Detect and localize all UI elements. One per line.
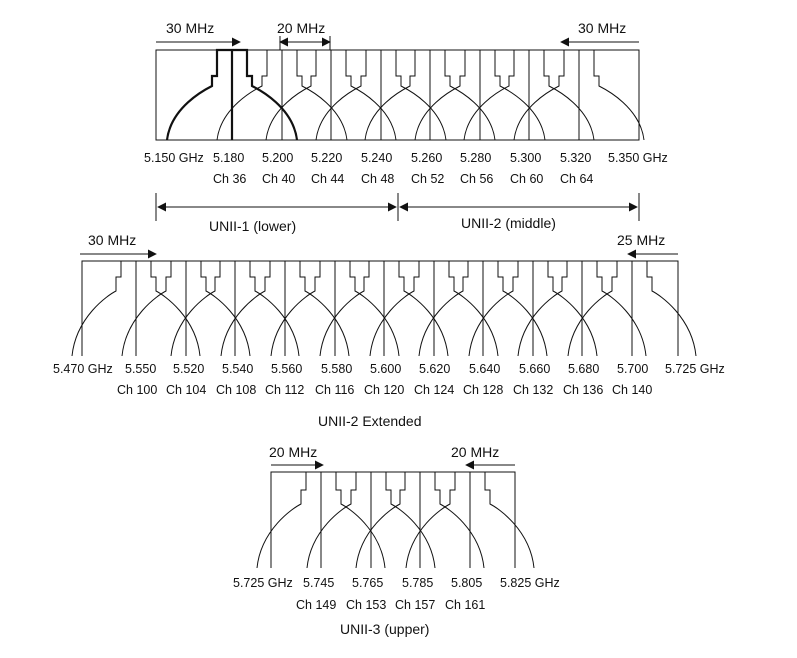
band2-guard-right-label: 25 MHz bbox=[617, 232, 665, 248]
band3-freq: 5.785 bbox=[402, 576, 433, 590]
band1-spectra bbox=[165, 48, 645, 141]
band3-title: UNII-3 (upper) bbox=[340, 621, 429, 637]
band3-freq: 5.745 bbox=[303, 576, 334, 590]
band2-freq: 5.620 bbox=[419, 362, 450, 376]
band3-bracket bbox=[270, 471, 516, 568]
band1-freq: 5.320 bbox=[560, 151, 591, 165]
band2-channel: Ch 104 bbox=[166, 383, 206, 397]
band1-freq: 5.280 bbox=[460, 151, 491, 165]
band-unii-1-2: 30 MHz 20 MHz 30 MHz 5.150 GHz 5.180 5.2… bbox=[144, 20, 668, 234]
band2-channel: Ch 112 bbox=[265, 383, 304, 397]
band2-channel: Ch 120 bbox=[364, 383, 404, 397]
band1-guard-right-label: 30 MHz bbox=[578, 20, 626, 36]
band1-freq: 5.150 GHz bbox=[144, 151, 204, 165]
band3-channel: Ch 149 bbox=[296, 598, 336, 612]
band3-spectra bbox=[256, 471, 535, 569]
band2-channel: Ch 100 bbox=[117, 383, 157, 397]
band2-guard-left-label: 30 MHz bbox=[88, 232, 136, 248]
band1-channel: Ch 52 bbox=[411, 172, 444, 186]
band2-freq: 5.725 GHz bbox=[665, 362, 725, 376]
band-unii-3: 20 MHz 20 MHz 5.725 GHz 5.745 5.765 5.78… bbox=[233, 444, 560, 637]
band2-channel: Ch 108 bbox=[216, 383, 256, 397]
band2-spectra bbox=[71, 260, 697, 357]
band1-freq: 5.350 GHz bbox=[608, 151, 668, 165]
band2-channel: Ch 140 bbox=[612, 383, 652, 397]
band2-freq: 5.640 bbox=[469, 362, 500, 376]
band3-channel: Ch 157 bbox=[395, 598, 435, 612]
band1-unii1-label: UNII-1 (lower) bbox=[209, 218, 296, 234]
band1-channel: Ch 60 bbox=[510, 172, 543, 186]
band3-freq: 5.725 GHz bbox=[233, 576, 293, 590]
band1-channel: Ch 44 bbox=[311, 172, 344, 186]
band2-freq: 5.550 bbox=[125, 362, 156, 376]
band1-spacing-label: 20 MHz bbox=[277, 20, 325, 36]
band2-freq: 5.540 bbox=[222, 362, 253, 376]
band1-guard-left-label: 30 MHz bbox=[166, 20, 214, 36]
band1-channel: Ch 40 bbox=[262, 172, 295, 186]
band-unii-2-extended: 30 MHz 25 MHz 5.470 GHz 5.550 5.520 5.54… bbox=[53, 232, 725, 429]
band3-guard-left-label: 20 MHz bbox=[269, 444, 317, 460]
band3-freq: 5.765 bbox=[352, 576, 383, 590]
band3-freq: 5.805 bbox=[451, 576, 482, 590]
band1-unii2-label: UNII-2 (middle) bbox=[461, 215, 556, 231]
band3-channel: Ch 153 bbox=[346, 598, 386, 612]
band1-channel: Ch 36 bbox=[213, 172, 246, 186]
band2-channel: Ch 136 bbox=[563, 383, 603, 397]
band2-freq: 5.680 bbox=[568, 362, 599, 376]
band2-channel: Ch 132 bbox=[513, 383, 553, 397]
band2-freq: 5.560 bbox=[271, 362, 302, 376]
band2-channel: Ch 116 bbox=[315, 383, 354, 397]
band2-freq: 5.580 bbox=[321, 362, 352, 376]
band1-channel: Ch 56 bbox=[460, 172, 493, 186]
band2-freq: 5.520 bbox=[173, 362, 204, 376]
band1-freq: 5.240 bbox=[361, 151, 392, 165]
band2-channel: Ch 128 bbox=[463, 383, 503, 397]
band2-channel: Ch 124 bbox=[414, 383, 454, 397]
band1-freq: 5.260 bbox=[411, 151, 442, 165]
band1-freq: 5.300 bbox=[510, 151, 541, 165]
band1-freq: 5.200 bbox=[262, 151, 293, 165]
band1-bracket bbox=[155, 49, 640, 141]
band2-freq: 5.700 bbox=[617, 362, 648, 376]
band1-channel: Ch 64 bbox=[560, 172, 593, 186]
band2-title: UNII-2 Extended bbox=[318, 413, 422, 429]
band3-freq: 5.825 GHz bbox=[500, 576, 560, 590]
band1-freq: 5.180 bbox=[213, 151, 244, 165]
band3-channel: Ch 161 bbox=[445, 598, 485, 612]
band3-guard-right-label: 20 MHz bbox=[451, 444, 499, 460]
band1-freq: 5.220 bbox=[311, 151, 342, 165]
band2-freq: 5.600 bbox=[370, 362, 401, 376]
band2-freq: 5.660 bbox=[519, 362, 550, 376]
band2-freq: 5.470 GHz bbox=[53, 362, 113, 376]
band1-channel: Ch 48 bbox=[361, 172, 394, 186]
